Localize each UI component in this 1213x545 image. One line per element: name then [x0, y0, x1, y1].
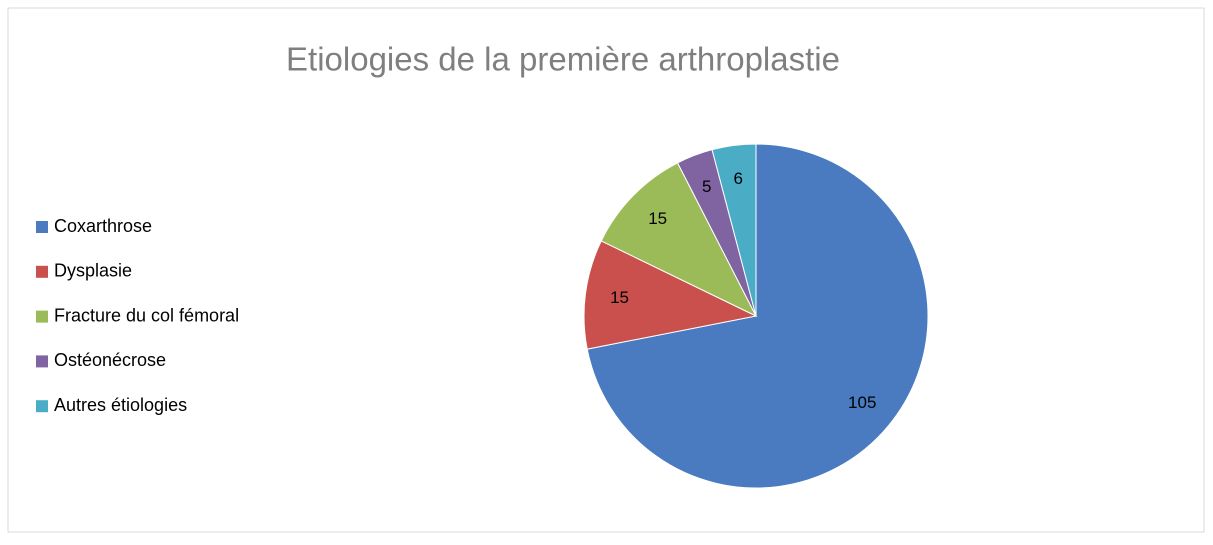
legend-label: Dysplasie [54, 261, 132, 281]
pie-slice [711, 143, 757, 317]
legend-swatch [36, 265, 48, 278]
legend-swatch [36, 400, 48, 413]
data-label: 15 [610, 288, 629, 307]
legend-swatch [36, 221, 48, 233]
legend-label: Ostéonécrose [54, 350, 166, 370]
legend-label: Fracture du col fémoral [54, 305, 239, 325]
pie-slice [583, 240, 758, 350]
data-label: 15 [648, 209, 667, 228]
data-label: 6 [734, 169, 743, 188]
data-label: 5 [702, 177, 711, 196]
chart-title: Etiologies de la première arthroplastie [286, 41, 840, 78]
data-label: 105 [848, 393, 876, 412]
legend-swatch [36, 355, 48, 368]
legend-label: Autres étiologies [54, 395, 187, 415]
legend-label: Coxarthrose [54, 216, 152, 236]
pie-slice [600, 162, 758, 318]
pie-slice [586, 143, 929, 489]
legend-swatch [36, 310, 48, 323]
